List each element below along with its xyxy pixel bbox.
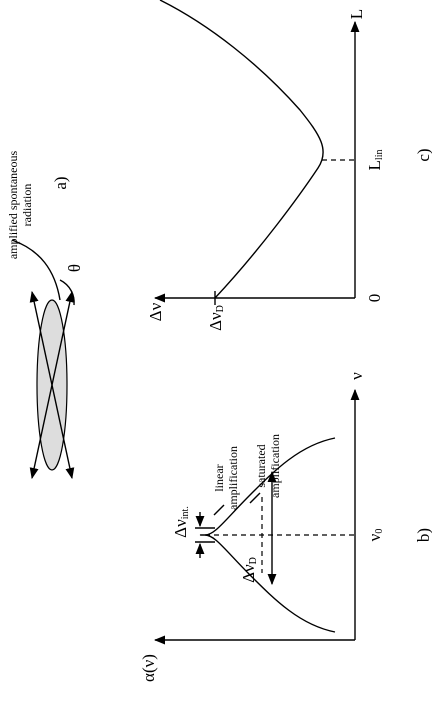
subscript: D [215,305,226,312]
symbol: Δν [206,312,225,331]
caption: amplified spontaneous [6,151,20,260]
y-axis-label: α(ν) [139,654,158,682]
panel-c: Δν L 0 ΔνD Llin c) [146,0,432,331]
annotation: amplification [226,446,240,510]
intrinsic-width-label: Δνint. [171,506,191,538]
symbol: L [365,160,384,170]
x-axis-label: L [347,9,366,19]
width-curve [159,0,324,299]
tag: b) [414,528,432,542]
tag: a) [51,176,70,189]
angle-label: θ [65,264,84,272]
tag: c) [414,148,432,161]
l-lin-label: Llin [365,150,385,171]
leader [11,239,61,301]
leader [213,504,225,516]
subscript: lin [374,150,385,161]
caption: radiation [20,184,34,227]
annotation: linear [212,464,226,491]
subscript: int. [180,506,191,519]
subscript: D [248,557,259,564]
leader [249,492,261,504]
ray [29,290,75,480]
panel-a: amplified spontaneous radiation a) θ [6,151,84,480]
symbol: Δν [239,564,258,583]
doppler-width-label: ΔνD [239,557,259,583]
annotation: saturated [254,444,268,487]
angle-arc [59,279,75,306]
start-label: ΔνD [206,305,226,331]
origin-label: 0 [365,294,384,303]
symbol: ν [365,533,384,541]
x-axis-label: ν [347,372,366,380]
panel-b: α(ν) ν ν0 Δνint. linear amplification sa… [139,372,432,682]
y-axis-label: Δν [146,302,165,321]
annotation: amplification [268,434,282,498]
center-label: ν0 [365,529,385,542]
symbol: Δν [171,519,190,538]
subscript: 0 [374,529,385,534]
